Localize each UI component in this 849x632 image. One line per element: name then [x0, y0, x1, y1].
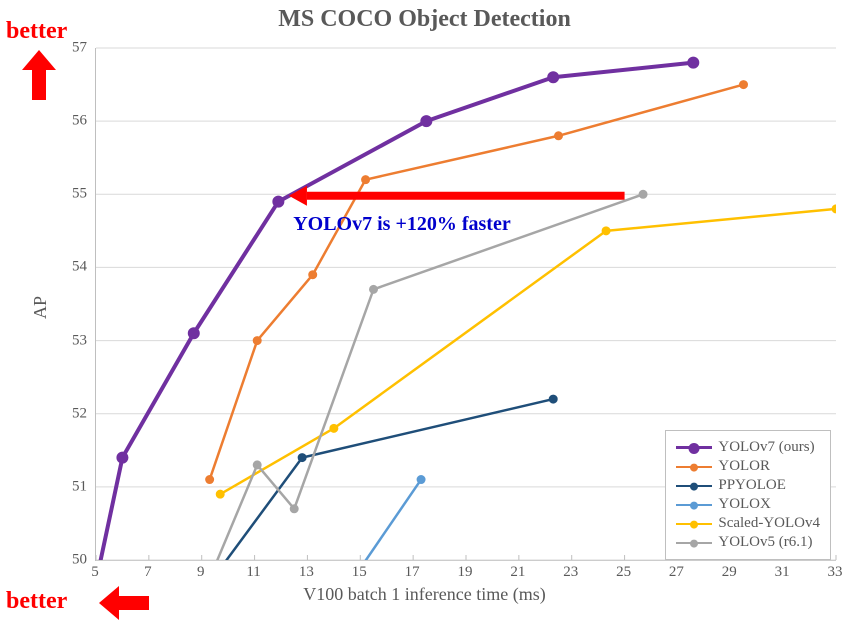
y-tick: 53 — [72, 332, 87, 349]
x-tick: 9 — [197, 564, 205, 581]
legend-label: Scaled-YOLOv4 — [718, 515, 820, 532]
x-tick: 31 — [775, 564, 790, 581]
legend-item: PPYOLOE — [676, 477, 820, 494]
x-tick: 15 — [352, 564, 367, 581]
y-tick: 52 — [72, 405, 87, 422]
y-tick: 56 — [72, 113, 87, 130]
y-tick: 51 — [72, 478, 87, 495]
y-tick: 50 — [72, 552, 87, 569]
better-indicator-x: better — [6, 588, 67, 615]
y-axis-label: AP — [30, 296, 51, 319]
x-tick: 17 — [405, 564, 420, 581]
y-tick: 55 — [72, 186, 87, 203]
x-tick: 11 — [246, 564, 260, 581]
legend-item: Scaled-YOLOv4 — [676, 515, 820, 532]
x-tick: 19 — [458, 564, 473, 581]
legend-label: YOLOv7 (ours) — [718, 439, 814, 456]
legend-label: PPYOLOE — [718, 477, 786, 494]
x-tick: 25 — [616, 564, 631, 581]
legend-item: YOLOX — [676, 496, 820, 513]
legend-label: YOLOR — [718, 458, 770, 475]
legend-label: YOLOX — [718, 496, 771, 513]
chart-title: MS COCO Object Detection — [0, 6, 849, 33]
x-tick: 27 — [669, 564, 684, 581]
x-tick: 23 — [563, 564, 578, 581]
legend-item: YOLOR — [676, 458, 820, 475]
y-tick: 54 — [72, 259, 87, 276]
legend: YOLOv7 (ours) YOLOR PPYOLOE YOLOX Scaled-YOL… — [665, 430, 831, 560]
better-indicator-y: better — [6, 18, 67, 45]
x-tick: 29 — [722, 564, 737, 581]
legend-item: YOLOv5 (r6.1) — [676, 534, 820, 551]
y-tick: 57 — [72, 40, 87, 57]
legend-label: YOLOv5 (r6.1) — [718, 534, 812, 551]
x-tick: 13 — [299, 564, 314, 581]
x-tick: 21 — [510, 564, 525, 581]
annotation-text: YOLOv7 is +120% faster — [293, 213, 511, 236]
legend-item: YOLOv7 (ours) — [676, 439, 820, 456]
x-tick: 33 — [828, 564, 843, 581]
